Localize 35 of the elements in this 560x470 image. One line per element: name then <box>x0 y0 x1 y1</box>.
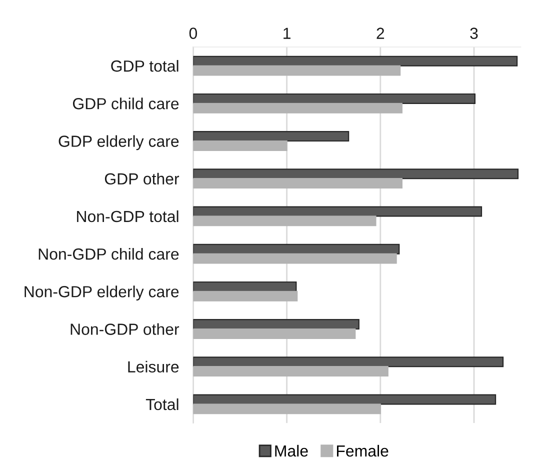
bar <box>193 93 476 104</box>
bar <box>193 65 401 76</box>
bar <box>193 356 504 368</box>
bar <box>193 281 297 292</box>
y-tick-label: Non-GDP child care <box>38 248 179 260</box>
bar <box>193 206 482 217</box>
bar <box>193 290 298 302</box>
x-tick-label: 1 <box>284 28 290 39</box>
legend-label: Male <box>275 444 308 457</box>
bar <box>193 102 402 114</box>
y-tick-label: GDP other <box>104 172 180 185</box>
y-tick-label: GDP child care <box>72 98 179 110</box>
y-tick-label: GDP elderly care <box>58 135 179 150</box>
y-tick-label: Total <box>146 398 178 410</box>
bar <box>193 404 381 414</box>
bar <box>193 253 397 264</box>
y-tick-label: Non-GDP other <box>70 323 180 335</box>
y-tick-label: Leisure <box>128 360 179 373</box>
y-tick-label: Non-GDP elderly care <box>24 286 179 300</box>
y-tick-label: GDP total <box>111 60 178 72</box>
bar <box>193 328 356 339</box>
bar <box>193 366 388 377</box>
x-tick-label: 2 <box>376 28 384 39</box>
x-tick-label: 0 <box>189 28 198 39</box>
y-tick-label: Non-GDP total <box>77 210 178 222</box>
bar <box>193 56 518 66</box>
bar <box>193 168 519 180</box>
bar <box>193 394 496 405</box>
bar <box>193 178 402 189</box>
bar <box>193 131 350 142</box>
x-tick-label: 3 <box>470 28 478 39</box>
bar <box>193 319 360 330</box>
bar <box>193 216 376 226</box>
legend-label: Female <box>336 444 388 457</box>
bar <box>193 140 288 151</box>
